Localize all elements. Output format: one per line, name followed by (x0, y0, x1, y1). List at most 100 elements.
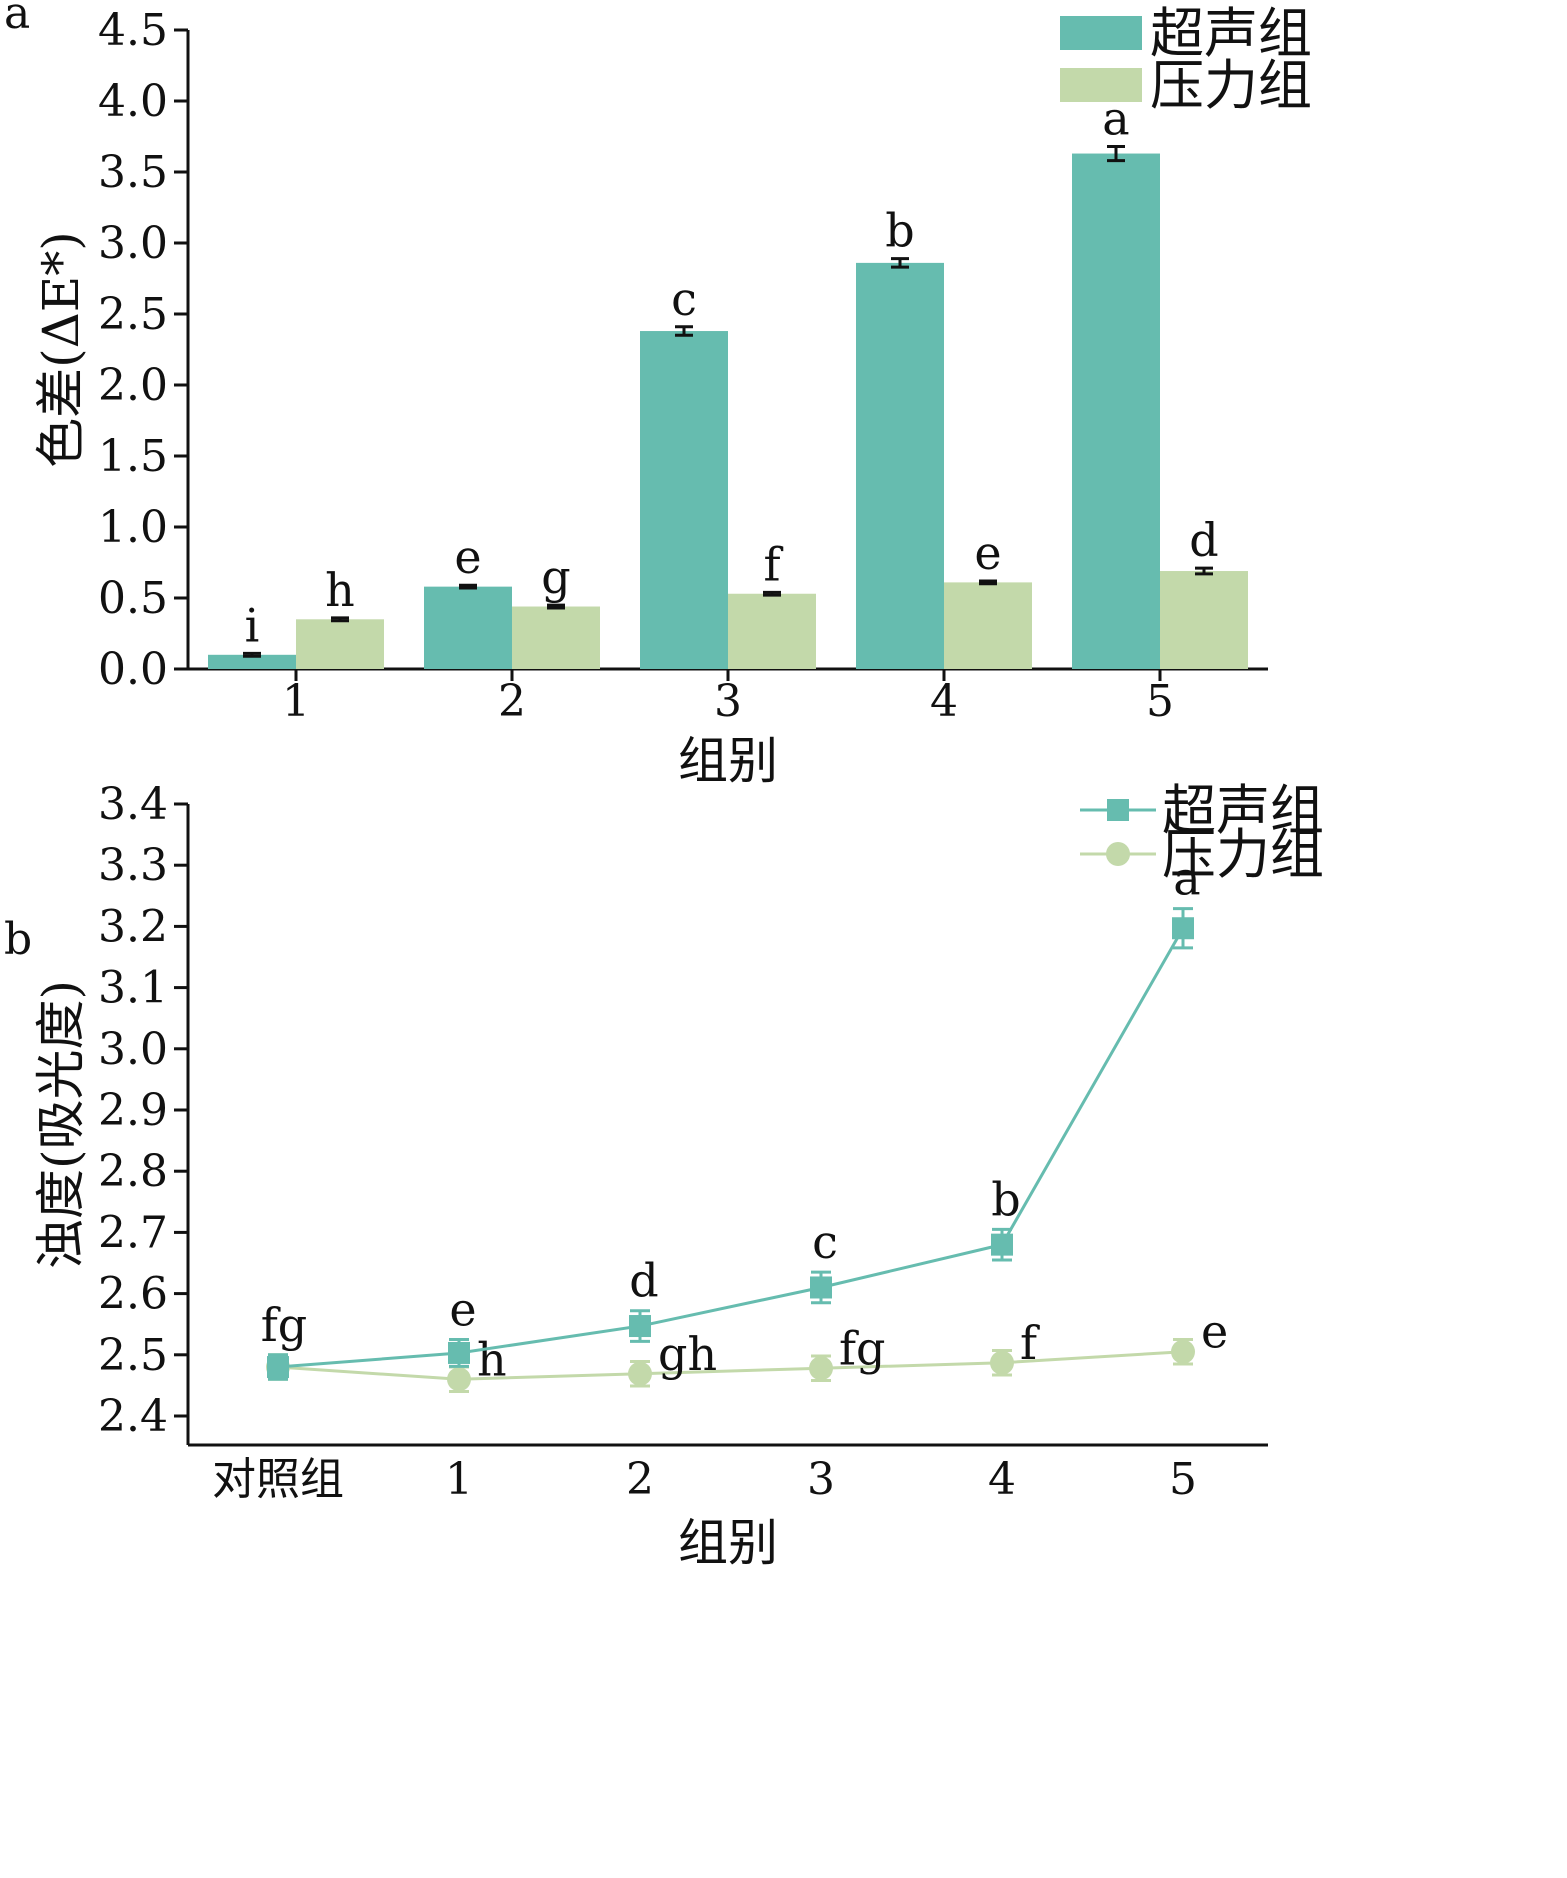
error-bar (459, 583, 477, 590)
error-bar (331, 616, 349, 623)
significance-letter: c (671, 272, 697, 326)
significance-letter: h (477, 1332, 507, 1386)
x-axis-title: 组别 (678, 1514, 778, 1572)
series-line (277, 1350, 1184, 1381)
legend-marker (1107, 799, 1129, 821)
y-tick-label: 4.5 (98, 5, 168, 56)
error-bar (1195, 566, 1213, 576)
y-tick-label: 2.8 (98, 1146, 168, 1197)
line-chart-turbidity: 2.4 2.5 2.6 2.7 2.8 2.9 3.0 3.1 3.2 3.3 3.4 对照组 1 2 3 4… (32, 779, 1324, 1572)
data-point (1171, 1339, 1195, 1364)
data-point (809, 1356, 833, 1381)
data-point (810, 1276, 832, 1299)
data-point (1172, 917, 1194, 940)
error-bar (1107, 144, 1125, 163)
error-bar (891, 257, 909, 269)
y-tick-label: 3.4 (98, 779, 168, 830)
error-bar (243, 651, 261, 658)
data-point (991, 1233, 1013, 1256)
x-tick-label: 5 (1169, 1454, 1197, 1505)
data-point (990, 1350, 1014, 1375)
significance-letter: f (763, 537, 783, 591)
significance-letter: e (974, 526, 1001, 580)
series-line (277, 927, 1185, 1369)
y-tick-label: 3.0 (98, 218, 168, 269)
error-bar (547, 603, 565, 610)
significance-letter: e (1201, 1305, 1228, 1359)
x-tick-label: 5 (1146, 676, 1174, 727)
y-tick-label: 0.5 (98, 573, 168, 624)
bar (296, 619, 384, 669)
significance-letter: e (449, 1283, 476, 1337)
significance-letter: d (629, 1254, 658, 1308)
y-tick-label: 4.0 (98, 76, 168, 127)
y-axis-title: 色差(ΔE*) (32, 231, 90, 468)
legend-label: 超声组 (1162, 779, 1324, 842)
y-tick-label: 3.3 (98, 840, 168, 891)
y-tick-label: 3.5 (98, 147, 168, 198)
significance-letter: b (991, 1172, 1020, 1226)
legend-label: 压力组 (1150, 54, 1312, 117)
significance-letter: h (325, 563, 355, 617)
error-bar (675, 325, 693, 337)
bar-chart-color-difference: 0.0 0.5 1.0 1.5 2.0 2.5 3.0 3.5 4.0 4.5 1i h 2 e g 3 c f 4… (32, 2, 1312, 790)
legend-label: 超声组 (1150, 2, 1312, 65)
legend-swatch (1060, 16, 1142, 50)
x-tick-label: 对照组 (212, 1454, 344, 1505)
significance-letter-control: fg (261, 1298, 307, 1352)
x-tick-label: 1 (445, 1454, 473, 1505)
significance-letter: g (541, 550, 570, 604)
panel-label-a: a (4, 0, 30, 39)
y-tick-label: 2.4 (98, 1391, 168, 1442)
y-tick-label: 1.0 (98, 502, 168, 553)
significance-letter: a (1173, 852, 1200, 906)
x-tick-label: 4 (930, 676, 958, 727)
bar (424, 586, 512, 669)
error-bar (979, 579, 997, 586)
bar (512, 606, 600, 669)
data-point (447, 1367, 471, 1392)
x-tick-label: 2 (626, 1454, 654, 1505)
significance-letter: b (885, 204, 914, 258)
legend-marker (1106, 842, 1130, 866)
significance-letter: d (1189, 513, 1218, 567)
significance-letter: f (1020, 1316, 1040, 1370)
y-tick-label: 2.5 (98, 289, 168, 340)
bar (1072, 153, 1160, 670)
y-tick-label: 2.7 (98, 1207, 168, 1258)
x-tick-label: 2 (498, 676, 526, 727)
y-tick-label: 2.0 (98, 360, 168, 411)
y-tick-label: 2.6 (98, 1269, 168, 1320)
data-point (628, 1361, 652, 1386)
bar (208, 654, 296, 669)
data-point (267, 1356, 289, 1379)
y-tick-label: 3.2 (98, 901, 168, 952)
significance-letter: fg (839, 1321, 885, 1375)
y-tick-label: 2.9 (98, 1085, 168, 1136)
bar (856, 262, 944, 669)
y-tick-label: 1.5 (98, 431, 168, 482)
y-tick-label: 2.5 (98, 1330, 168, 1381)
bar (728, 593, 816, 669)
x-tick-label: 3 (714, 676, 742, 727)
significance-letter: c (812, 1215, 838, 1269)
x-tick-label: 4 (988, 1454, 1016, 1505)
x-tick-label: 3 (807, 1454, 835, 1505)
significance-letter: e (454, 530, 481, 584)
data-point (629, 1315, 651, 1338)
y-tick-label: 3.1 (98, 963, 168, 1014)
error-bar (763, 590, 781, 597)
legend-label: 压力组 (1162, 823, 1324, 886)
y-tick-label: 3.0 (98, 1024, 168, 1075)
y-axis-title: 浊度(吸光度) (32, 980, 90, 1269)
significance-letter: i (245, 598, 260, 652)
bar (944, 582, 1032, 669)
significance-letter: gh (658, 1327, 717, 1381)
x-tick-label: 1 (282, 676, 310, 727)
data-point (448, 1341, 470, 1364)
x-axis-title: 组别 (678, 732, 778, 790)
bar (1160, 571, 1248, 669)
y-tick-label: 0.0 (98, 644, 168, 695)
legend-swatch (1060, 68, 1142, 102)
